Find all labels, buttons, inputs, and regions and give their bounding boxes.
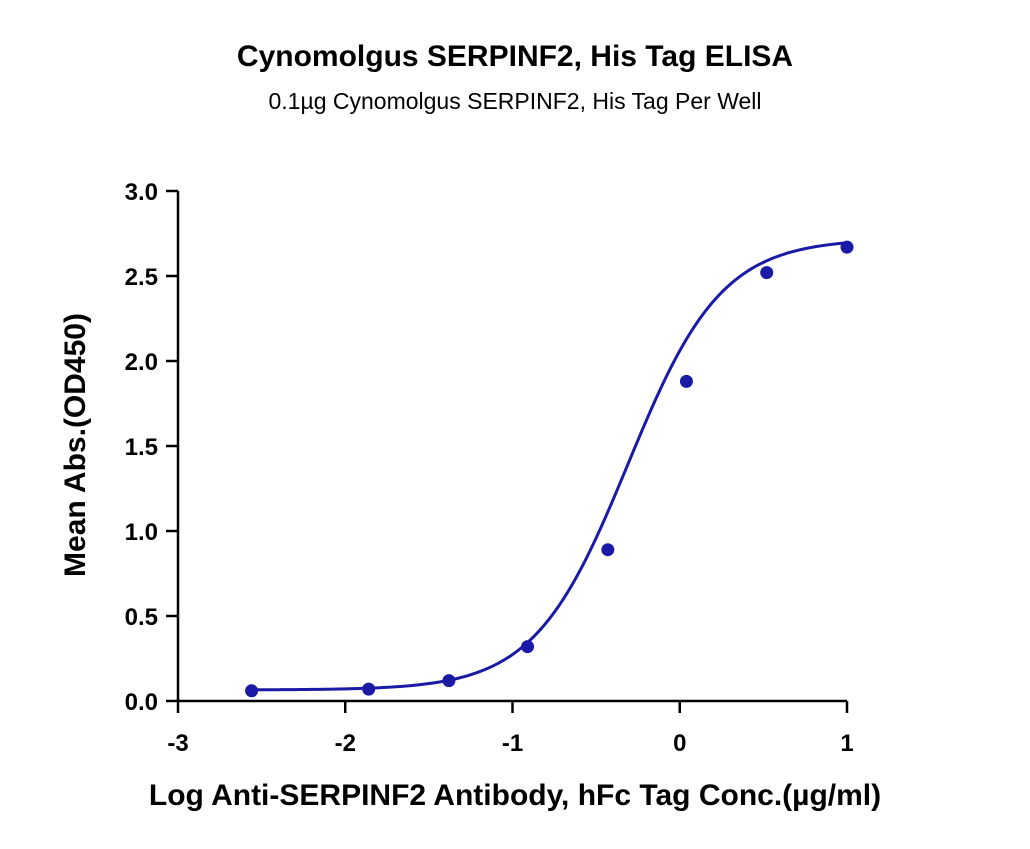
- y-tick-label: 1.0: [125, 519, 158, 546]
- data-point: [760, 266, 774, 280]
- x-tick-label: -2: [335, 730, 356, 757]
- x-tick-label: 0: [673, 730, 686, 757]
- y-tick-label: 0.5: [125, 604, 158, 631]
- x-tick-label: -1: [502, 730, 523, 757]
- data-point: [442, 674, 456, 688]
- x-axis-title: Log Anti-SERPINF2 Antibody, hFc Tag Conc…: [149, 779, 881, 812]
- y-tick-label: 2.5: [125, 264, 158, 291]
- data-point: [840, 240, 854, 254]
- chart-title: Cynomolgus SERPINF2, His Tag ELISA: [236, 40, 794, 73]
- x-tick-label: 1: [840, 730, 853, 757]
- curve-layer: [251, 241, 848, 692]
- data-point: [362, 682, 376, 696]
- y-axis-title: Mean Abs.(OD450): [59, 313, 92, 577]
- data-point: [601, 543, 615, 557]
- ticks: -3 -2 -1 0 1 0.0 0.5 1.0 1.5 2.0 2.5 3.0: [125, 179, 854, 757]
- y-tick-label: 1.5: [125, 434, 158, 461]
- fit-curve: [251, 241, 848, 692]
- data-point: [521, 640, 535, 654]
- y-tick-label: 3.0: [125, 179, 158, 206]
- y-tick-label: 2.0: [125, 349, 158, 376]
- data-point: [679, 374, 693, 388]
- points-layer: [245, 240, 854, 698]
- chart-subtitle: 0.1µg Cynomolgus SERPINF2, His Tag Per W…: [268, 88, 762, 114]
- y-tick-label: 0.0: [125, 689, 158, 716]
- axes: [176, 191, 847, 703]
- data-point: [245, 684, 259, 698]
- x-tick-label: -3: [167, 730, 188, 757]
